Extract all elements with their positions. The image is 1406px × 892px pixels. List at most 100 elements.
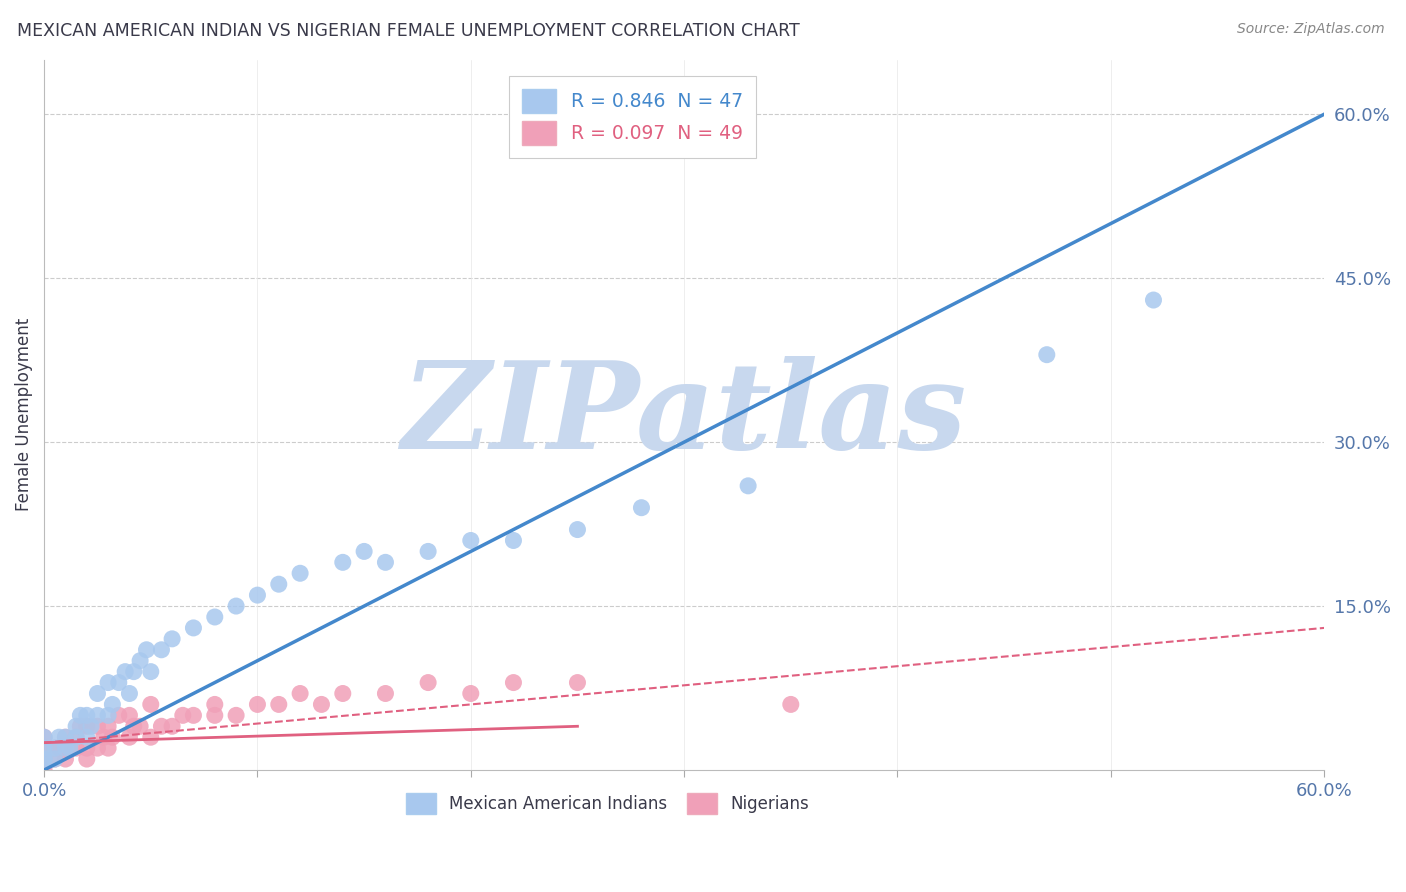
Point — [225, 599, 247, 613]
Point — [86, 719, 108, 733]
Point — [55, 741, 77, 756]
Point — [44, 741, 66, 756]
Point — [86, 708, 108, 723]
Text: MEXICAN AMERICAN INDIAN VS NIGERIAN FEMALE UNEMPLOYMENT CORRELATION CHART: MEXICAN AMERICAN INDIAN VS NIGERIAN FEMA… — [17, 22, 800, 40]
Point — [139, 698, 162, 712]
Point — [416, 544, 439, 558]
Point — [44, 741, 66, 756]
Point — [32, 752, 55, 766]
Point — [93, 730, 115, 744]
Point — [122, 665, 145, 679]
Point — [32, 741, 55, 756]
Point — [150, 719, 173, 733]
Point — [86, 686, 108, 700]
Point — [460, 533, 482, 548]
Point — [737, 479, 759, 493]
Point — [32, 730, 55, 744]
Point — [65, 730, 87, 744]
Point — [332, 686, 354, 700]
Point — [172, 708, 194, 723]
Point — [150, 642, 173, 657]
Point — [160, 719, 183, 733]
Point — [69, 708, 91, 723]
Point — [44, 752, 66, 766]
Point — [55, 730, 77, 744]
Point — [101, 730, 124, 744]
Text: ZIPatlas: ZIPatlas — [402, 356, 967, 474]
Point — [32, 752, 55, 766]
Point — [1036, 348, 1059, 362]
Point — [32, 730, 55, 744]
Point — [76, 752, 98, 766]
Point — [114, 665, 136, 679]
Point — [288, 566, 311, 581]
Point — [32, 741, 55, 756]
Point — [32, 752, 55, 766]
Point — [65, 741, 87, 756]
Point — [59, 741, 82, 756]
Point — [55, 752, 77, 766]
Point — [779, 698, 801, 712]
Point — [246, 698, 269, 712]
Point — [353, 544, 375, 558]
Point — [567, 675, 589, 690]
Point — [118, 730, 141, 744]
Point — [32, 763, 55, 777]
Point — [332, 555, 354, 569]
Point — [65, 719, 87, 733]
Point — [567, 523, 589, 537]
Text: Source: ZipAtlas.com: Source: ZipAtlas.com — [1237, 22, 1385, 37]
Point — [76, 741, 98, 756]
Point — [139, 665, 162, 679]
Point — [204, 610, 226, 624]
Point — [48, 741, 70, 756]
Point — [32, 752, 55, 766]
Point — [267, 698, 290, 712]
Point — [129, 654, 152, 668]
Point — [101, 698, 124, 712]
Point — [76, 730, 98, 744]
Point — [183, 621, 205, 635]
Point — [204, 698, 226, 712]
Point — [374, 686, 396, 700]
Point — [460, 686, 482, 700]
Y-axis label: Female Unemployment: Female Unemployment — [15, 318, 32, 511]
Point — [44, 752, 66, 766]
Point — [225, 708, 247, 723]
Legend: Mexican American Indians, Nigerians: Mexican American Indians, Nigerians — [394, 780, 821, 826]
Point — [69, 719, 91, 733]
Point — [107, 708, 129, 723]
Point — [311, 698, 333, 712]
Point — [97, 675, 120, 690]
Point — [502, 675, 524, 690]
Point — [416, 675, 439, 690]
Point — [97, 741, 120, 756]
Point — [80, 719, 103, 733]
Point — [502, 533, 524, 548]
Point — [97, 708, 120, 723]
Point — [1142, 293, 1164, 307]
Point — [76, 719, 98, 733]
Point — [59, 741, 82, 756]
Point — [107, 675, 129, 690]
Point — [374, 555, 396, 569]
Point — [267, 577, 290, 591]
Point — [135, 642, 157, 657]
Point — [246, 588, 269, 602]
Point — [288, 686, 311, 700]
Point — [86, 741, 108, 756]
Point — [118, 708, 141, 723]
Point — [183, 708, 205, 723]
Point — [118, 686, 141, 700]
Point — [129, 719, 152, 733]
Point — [55, 730, 77, 744]
Point — [76, 708, 98, 723]
Point — [55, 741, 77, 756]
Point — [160, 632, 183, 646]
Point — [630, 500, 652, 515]
Point — [139, 730, 162, 744]
Point — [97, 719, 120, 733]
Point — [65, 730, 87, 744]
Point — [204, 708, 226, 723]
Point — [122, 719, 145, 733]
